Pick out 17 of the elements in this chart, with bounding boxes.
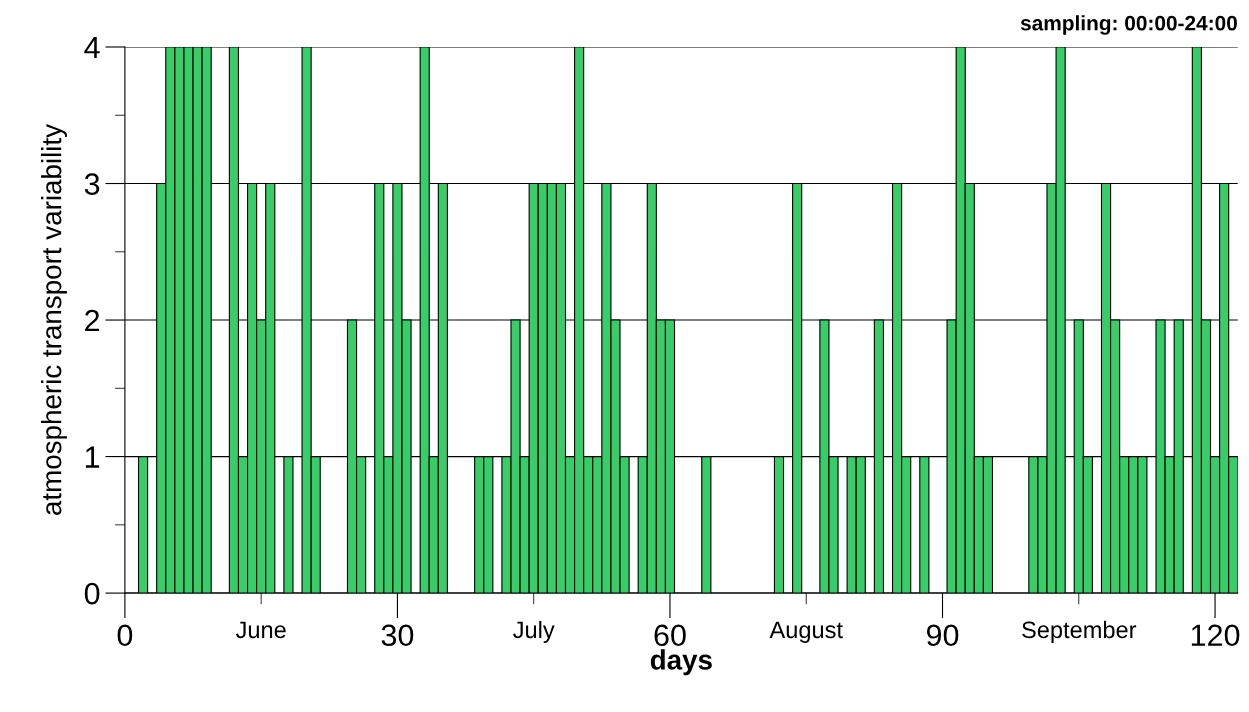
y-tick-label: 0 bbox=[84, 582, 100, 605]
x-tick-label: September bbox=[1022, 620, 1137, 643]
x-tick-label: 90 bbox=[926, 624, 959, 647]
y-axis-title: atmospheric transport variability bbox=[41, 124, 67, 515]
x-tick-label: August bbox=[769, 621, 843, 643]
x-axis-title: days bbox=[650, 649, 712, 676]
x-tick-label: June bbox=[235, 621, 286, 639]
x-tick-label: July bbox=[513, 620, 555, 643]
y-tick-label: 2 bbox=[85, 309, 100, 332]
y-tick-label: 1 bbox=[85, 446, 100, 468]
x-tick-label: 60 bbox=[654, 624, 686, 647]
x-tick-label: 120 bbox=[1191, 624, 1240, 647]
y-tick-label: 3 bbox=[84, 173, 100, 195]
x-tick-label: 0 bbox=[117, 624, 133, 647]
chart-title: sampling: 00:00-24:00 bbox=[1020, 15, 1237, 35]
y-tick-label: 4 bbox=[84, 37, 100, 59]
x-tick-label: 30 bbox=[381, 624, 414, 647]
